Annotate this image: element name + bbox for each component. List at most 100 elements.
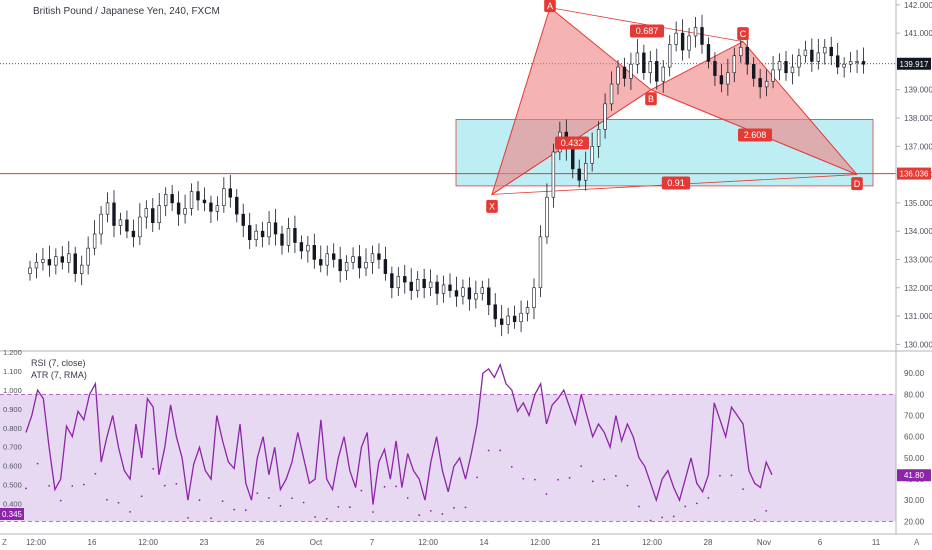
candle-body: [726, 72, 730, 85]
atr-tick-label: 0.600: [3, 462, 22, 471]
ratio-label-ab-bg: [630, 24, 664, 38]
atr-point: [372, 511, 374, 513]
candle-body: [538, 236, 543, 289]
candle-body: [92, 233, 97, 249]
candle-body: [415, 278, 420, 291]
candle-body: [209, 202, 213, 212]
point-label-x: X: [489, 202, 495, 212]
candle-body: [112, 202, 116, 226]
candle-body: [816, 52, 821, 62]
ratio-label-ab: 0.687: [636, 26, 659, 36]
atr-point: [545, 493, 548, 495]
candle-body: [34, 261, 39, 269]
candle-body: [861, 61, 866, 65]
candle-body: [222, 188, 226, 207]
price-tick-label: 141.000: [904, 29, 932, 38]
atr-point: [187, 516, 189, 519]
atr-point: [730, 474, 733, 477]
candle-body: [54, 256, 58, 266]
candle-body: [254, 230, 258, 240]
pattern-labels: X A B C D 0.687 0.432 2.608 0.91: [486, 0, 863, 213]
point-label-b: B: [648, 94, 654, 104]
time-tick-label: 23: [200, 538, 209, 547]
time-tick-label: 12:00: [530, 538, 551, 547]
candle-body: [409, 281, 413, 291]
candle-body: [680, 32, 685, 51]
candle-body: [396, 276, 401, 289]
axis-corner-right: A: [914, 538, 920, 547]
atr-point: [603, 478, 606, 481]
candle-body: [41, 259, 45, 263]
atr-point: [406, 497, 409, 499]
candle-body: [299, 242, 304, 252]
candle-body: [267, 222, 271, 238]
rsi-tick-label: 60.00: [904, 433, 925, 442]
candlestick-series: [28, 14, 866, 337]
atr-point: [464, 506, 467, 509]
candle-body: [829, 46, 833, 57]
atr-point: [163, 484, 166, 487]
time-tick-label: Nov: [757, 538, 771, 547]
candle-body: [73, 253, 77, 274]
time-tick-label: 6: [818, 538, 823, 547]
candle-body: [700, 27, 704, 45]
time-tick-label: Oct: [310, 538, 323, 547]
time-tick-label: 12:00: [26, 538, 47, 547]
candle-body: [467, 287, 472, 300]
rsi-pane: [0, 362, 896, 522]
candle-body: [183, 208, 187, 215]
atr-point: [684, 505, 687, 508]
candle-body: [144, 208, 149, 218]
candle-body: [545, 196, 549, 238]
atr-point: [626, 484, 629, 487]
ratio-label-bd: 2.608: [744, 130, 767, 140]
time-tick-label: 14: [480, 538, 489, 547]
candle-body: [461, 287, 465, 297]
rsi-current-tag: 41.80: [904, 471, 925, 480]
candle-body: [583, 162, 588, 181]
time-tick-label: 12:00: [138, 538, 159, 547]
ratio-label-xd: 0.91: [667, 178, 685, 188]
atr-point: [661, 516, 664, 519]
candle-body: [435, 281, 439, 294]
atr-point: [441, 513, 444, 515]
rsi-tick-label: 90.00: [904, 369, 925, 378]
candle-body: [60, 256, 65, 263]
candle-body: [758, 78, 762, 88]
atr-point: [48, 484, 51, 487]
candle-body: [855, 61, 859, 63]
candle-body: [835, 55, 840, 68]
candle-body: [325, 253, 329, 266]
atr-current-tag: 0.345: [2, 510, 23, 519]
axis-corner-left: Z: [2, 538, 7, 547]
candle-body: [163, 194, 168, 207]
price-tick-label: 132.000: [904, 284, 932, 293]
atr-point: [314, 516, 317, 518]
point-label-x-bg: [486, 199, 498, 213]
candle-body: [487, 287, 491, 306]
atr-point: [591, 480, 594, 483]
candle-body: [344, 261, 349, 272]
candle-body: [790, 66, 795, 74]
atr-point: [487, 449, 490, 452]
atr-point: [337, 506, 340, 508]
candle-body: [693, 27, 698, 37]
candle-body: [480, 287, 485, 294]
candle-body: [642, 52, 646, 74]
candle-body: [745, 46, 749, 65]
atr-tick-label: 1.000: [3, 386, 22, 395]
symbol-title: British Pound / Japanese Yen, 240, FXCM: [33, 6, 220, 17]
atr-point: [707, 497, 710, 499]
atr-point: [82, 483, 85, 486]
candle-body: [784, 61, 788, 74]
atr-point: [106, 498, 108, 501]
candle-body: [293, 228, 297, 243]
time-tick-label: 12:00: [642, 538, 663, 547]
atr-point: [672, 515, 675, 518]
candle-body: [674, 32, 678, 45]
candle-body: [241, 213, 245, 226]
rsi-tick-label: 50.00: [904, 454, 925, 463]
candle-body: [428, 281, 433, 289]
atr-point: [71, 485, 74, 487]
